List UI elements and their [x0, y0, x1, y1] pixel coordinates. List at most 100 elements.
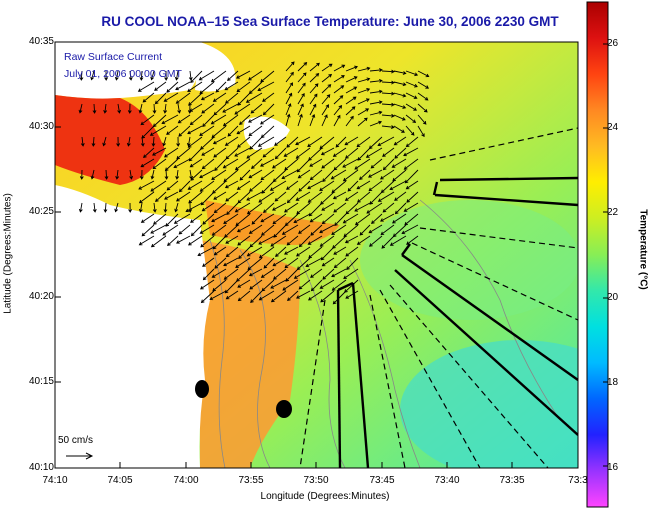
current-vector — [354, 213, 371, 226]
current-vector — [199, 125, 215, 136]
y-tick-label: 40:25 — [28, 206, 54, 217]
current-vector — [214, 158, 227, 172]
current-vector — [199, 180, 215, 192]
current-vector — [200, 290, 215, 304]
current-vector — [258, 191, 275, 203]
current-vector — [246, 191, 263, 201]
current-vector — [202, 114, 215, 128]
current-vector — [344, 235, 359, 244]
current-vector — [381, 235, 395, 249]
current-vector — [380, 213, 395, 222]
current-vector — [140, 213, 155, 223]
current-vector — [152, 103, 157, 114]
current-vector — [201, 202, 215, 212]
x-tick-label: 73:35 — [499, 475, 525, 486]
current-vector — [417, 125, 425, 138]
current-vector — [296, 202, 311, 215]
current-vector — [393, 92, 407, 98]
current-vector — [236, 180, 251, 190]
current-vector — [239, 169, 251, 181]
current-vector — [275, 246, 287, 258]
current-vector — [138, 235, 155, 246]
current-vector — [262, 92, 275, 102]
current-vector — [331, 224, 347, 235]
current-vector — [150, 235, 167, 248]
current-vector — [321, 202, 335, 211]
current-vector — [187, 235, 203, 246]
y-tick-label: 40:15 — [28, 376, 54, 387]
current-vector — [366, 202, 383, 214]
current-vector — [321, 73, 333, 83]
current-vector — [200, 92, 215, 101]
current-vector — [417, 81, 430, 89]
current-vector — [284, 257, 299, 269]
current-vector — [309, 158, 323, 167]
current-vector — [293, 268, 311, 279]
colorbar-tick-label: 24 — [607, 122, 619, 133]
current-vector — [250, 103, 263, 114]
current-vector — [211, 169, 227, 180]
current-vector — [189, 158, 203, 168]
current-vector — [199, 224, 215, 234]
current-vector — [224, 136, 239, 146]
current-vector — [163, 103, 168, 114]
current-vector — [333, 104, 343, 116]
current-vector — [164, 158, 179, 172]
current-vectors — [78, 61, 430, 305]
current-vector — [286, 136, 299, 148]
current-vector — [405, 103, 418, 111]
current-vector — [283, 147, 299, 157]
current-vector — [381, 102, 395, 107]
current-vector — [281, 169, 299, 180]
current-vector — [237, 92, 251, 106]
current-vector — [392, 169, 407, 182]
current-vector — [178, 180, 191, 193]
current-vector — [187, 180, 203, 190]
current-vector — [259, 114, 275, 125]
current-vector — [227, 125, 239, 137]
current-vector — [307, 290, 323, 301]
current-vector — [298, 224, 311, 234]
current-vector — [258, 290, 275, 301]
current-vector — [79, 70, 84, 81]
page-title: RU COOL NOAA–15 Sea Surface Temperature:… — [101, 14, 559, 29]
colorbar-tick-label: 20 — [607, 292, 619, 303]
current-vector — [356, 136, 371, 148]
current-vector — [175, 169, 180, 180]
current-vector — [185, 202, 203, 213]
current-vector — [319, 235, 335, 247]
current-vector — [369, 78, 383, 83]
current-vector — [334, 213, 347, 227]
current-vector — [285, 103, 292, 116]
current-vector — [246, 202, 263, 215]
current-vector — [174, 202, 179, 213]
current-vector — [154, 92, 167, 105]
current-vector — [389, 235, 407, 246]
current-vector — [162, 136, 167, 147]
current-vector — [114, 70, 119, 81]
current-vector — [321, 63, 333, 72]
cloud-mask-2 — [195, 42, 236, 92]
current-vector — [164, 169, 169, 180]
mooring-marker-1 — [195, 380, 209, 398]
current-vector — [369, 191, 383, 205]
current-vector — [357, 191, 371, 203]
current-vector — [222, 103, 239, 113]
current-vector — [260, 169, 275, 181]
current-vector — [345, 96, 357, 105]
current-vector — [258, 246, 275, 259]
scale-arrow — [66, 452, 94, 460]
current-vector — [321, 213, 335, 225]
current-vector — [201, 103, 215, 114]
current-vector — [369, 235, 383, 247]
current-vector — [309, 103, 317, 116]
current-vector — [211, 213, 227, 223]
warm-coastal-band — [200, 240, 300, 468]
current-vector — [270, 235, 287, 247]
current-vector — [354, 202, 371, 212]
current-vector — [166, 81, 179, 93]
current-vector — [237, 290, 251, 302]
x-tick-label: 73:45 — [369, 475, 395, 486]
legend-line-1: Raw Surface Current — [64, 51, 163, 63]
current-vector — [222, 158, 239, 169]
